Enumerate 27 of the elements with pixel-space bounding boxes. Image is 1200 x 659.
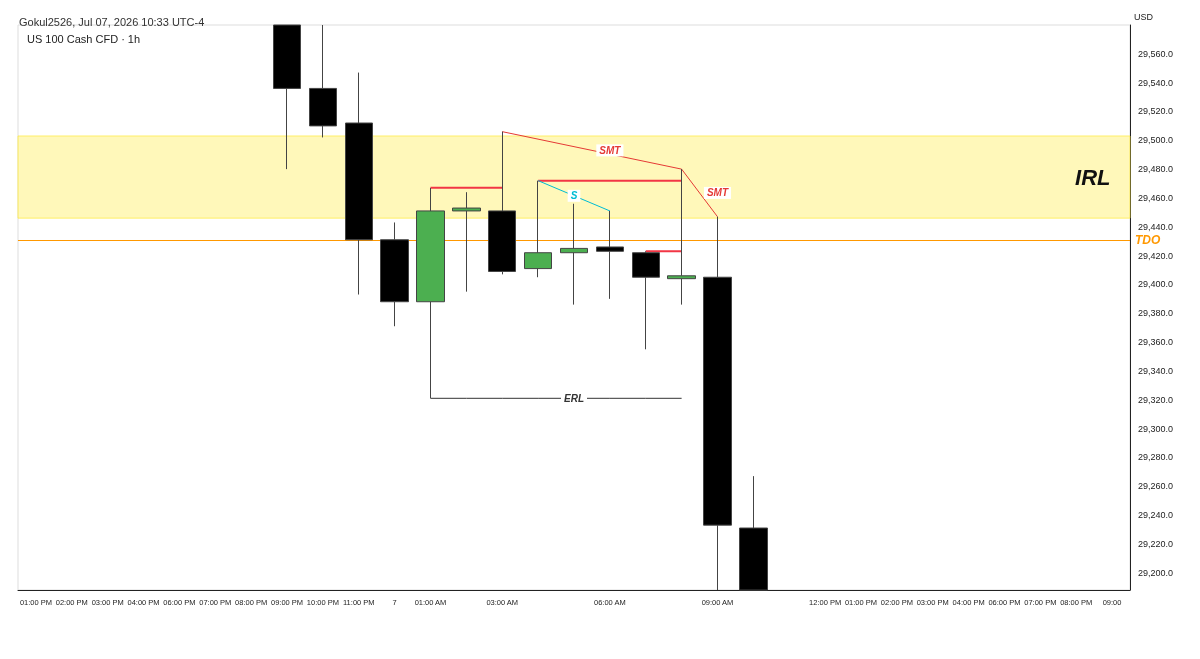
y-tick-label: 29,420.0: [1138, 250, 1174, 261]
series-label: SMT: [706, 187, 729, 199]
y-tick-label: 29,560.0: [1138, 48, 1174, 59]
y-tick-label: 29,280.0: [1138, 452, 1174, 463]
y-tick-label: 29,320.0: [1138, 394, 1174, 405]
chart-subtitle: Gokul2526, Jul 07, 2026 10:33 UTC-4: [19, 15, 205, 28]
series-label: S: [570, 190, 578, 202]
y-tick-label: 29,240.0: [1138, 510, 1174, 521]
y-tick-label: 29,200.0: [1138, 567, 1174, 578]
y-tick-label: 29,360.0: [1138, 337, 1174, 348]
y-axis-title: USD: [1134, 11, 1154, 22]
y-tick-label: 29,300.0: [1138, 423, 1174, 434]
band-label: IRL: [1075, 164, 1111, 190]
y-tick-label: 29,400.0: [1138, 279, 1174, 290]
y-tick-label: 29,460.0: [1138, 192, 1174, 203]
y-tick-label: 29,380.0: [1138, 308, 1174, 319]
y-tick-label: 29,540.0: [1138, 77, 1174, 88]
y-tick-label: 29,480.0: [1138, 164, 1174, 175]
y-tick-label: 29,260.0: [1138, 481, 1174, 492]
y-tick-label: 29,220.0: [1138, 538, 1174, 549]
y-tick-label: 29,500.0: [1138, 135, 1174, 146]
series-label: SMT: [599, 144, 622, 156]
y-tick-label: 29,520.0: [1138, 106, 1174, 117]
ref-line-label: TDO: [1135, 232, 1161, 247]
y-tick-label: 29,340.0: [1138, 365, 1174, 376]
y-tick-label: 29,440.0: [1138, 221, 1174, 232]
text: US 100 Cash CFD · 1h: [27, 32, 141, 45]
